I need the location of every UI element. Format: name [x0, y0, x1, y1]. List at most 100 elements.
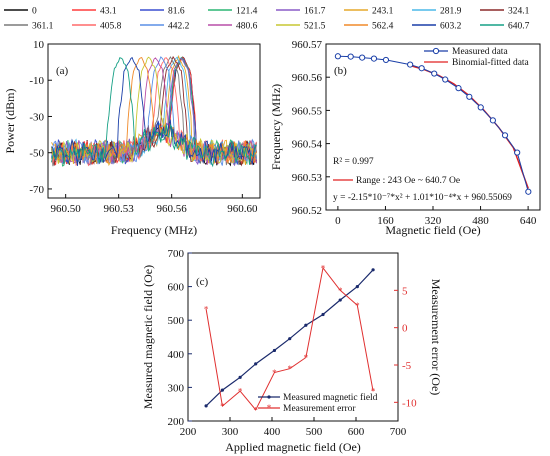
x-tick-label: 300 — [222, 426, 239, 438]
y-tick-label: 960.54 — [292, 139, 323, 151]
panel-a-ylabel: Power (dBm) — [3, 89, 17, 154]
y-tick-label: 10 — [33, 39, 45, 51]
measured-field-point — [338, 298, 342, 302]
panel-a: (a) Frequency (MHz) Power (dBm) 960.50 96… — [3, 39, 261, 237]
top-legend-label: 243.1 — [372, 7, 394, 17]
top-legend-label: 121.4 — [236, 7, 258, 17]
panel-b-r2: R² = 0.997 — [333, 157, 374, 167]
x-tick-label: 960.53 — [104, 203, 135, 215]
measured-point — [525, 188, 532, 195]
y2-tick-label: -5 — [402, 360, 412, 372]
spectrum-line — [51, 57, 257, 168]
x-tick-label: 320 — [425, 215, 442, 227]
error-point: * — [371, 387, 376, 397]
top-legend-label: 480.6 — [236, 22, 258, 32]
legend-measured-marker — [432, 47, 440, 55]
legend-error-marker: * — [267, 403, 272, 413]
legend-fitted-label: Binomial-fitted data — [452, 57, 530, 68]
x-tick-label: 960.56 — [157, 203, 188, 215]
legend-error-label: Measurement error — [283, 404, 356, 414]
measured-field-point — [304, 323, 308, 327]
measured-point — [347, 53, 354, 60]
error-point: * — [204, 305, 209, 315]
measured-point — [466, 93, 473, 100]
panel-c-label: (c) — [196, 276, 209, 288]
panel-b-yticks: 960.57 960.56 960.55 960.54 960.53 960.52 — [292, 39, 330, 217]
y-tick-label: -30 — [29, 111, 44, 123]
y-tick-label: -70 — [29, 184, 44, 196]
panel-c-xticks: 200 300 400 500 600 700 — [180, 417, 407, 438]
top-legend-label: 81.6 — [168, 7, 185, 17]
y-tick-label: 500 — [168, 315, 185, 327]
top-legend-label: 603.2 — [440, 22, 462, 32]
x-tick-label: 400 — [264, 426, 281, 438]
panel-b-xlabel: Magnetic field (Oe) — [385, 223, 480, 237]
top-legend-label: 161.7 — [304, 7, 326, 17]
measured-point — [418, 65, 425, 72]
top-legend-label: 324.1 — [508, 7, 530, 17]
panel-a-label: (a) — [56, 65, 69, 77]
error-point: * — [355, 301, 360, 311]
y-tick-label: -50 — [29, 148, 44, 160]
measured-field-point — [254, 362, 258, 366]
top-legend-label: 361.1 — [32, 22, 54, 32]
panel-b-plot-area — [334, 53, 532, 195]
panel-a-xlabel: Frequency (MHz) — [111, 223, 197, 237]
measured-point — [431, 70, 438, 77]
panel-c-plot-area: * * * * * * * * * * * — [204, 263, 376, 415]
measured-point — [501, 132, 509, 139]
y-tick-label: 600 — [168, 282, 185, 294]
measured-point — [334, 53, 341, 60]
error-point: * — [287, 364, 292, 374]
measured-point — [489, 117, 496, 124]
measured-field-point — [238, 375, 242, 379]
error-point: * — [253, 405, 258, 415]
panel-b-label: (b) — [334, 65, 347, 77]
measured-field-point — [321, 312, 325, 317]
y-tick-label: 960.55 — [292, 105, 323, 117]
error-point: * — [304, 353, 309, 363]
y-tick-label: 960.57 — [292, 39, 323, 51]
panel-a-xticks: 960.50 960.53 960.56 960.60 — [51, 194, 258, 215]
panel-a-frame — [47, 43, 261, 199]
measured-field-point — [220, 388, 224, 392]
panel-c: * * * * * * * * * * * (c) Measured magnetic field … — [141, 248, 443, 454]
measured-point — [359, 54, 366, 61]
top-legend-label: 521.5 — [304, 22, 326, 32]
top-legend-label: 281.9 — [440, 7, 462, 17]
x-tick-label: 0 — [335, 215, 341, 227]
error-point: * — [238, 387, 243, 397]
error-point: * — [321, 263, 326, 273]
x-tick-label: 600 — [348, 426, 365, 438]
x-tick-label: 500 — [306, 426, 323, 438]
panel-b-range: Range : 243 Oe ~ 640.7 Oe — [356, 176, 460, 186]
top-legend: 0 43.1 81.6 121.4 161.7 243.1 281.9 324.1 361.1 4… — [4, 7, 530, 32]
panel-c-ylabel: Measured magnetic field (Oe) — [141, 265, 155, 409]
y-tick-label: 400 — [168, 349, 185, 361]
y-tick-label: 200 — [168, 416, 185, 428]
x-tick-label: 160 — [377, 215, 394, 227]
panel-c-y2ticks: 5 0 -5 -10 — [394, 285, 417, 409]
y-tick-label: 700 — [168, 248, 185, 260]
y-tick-label: -10 — [29, 75, 44, 87]
y-tick-label: 960.56 — [292, 72, 323, 84]
spectrum-line — [51, 57, 257, 165]
x-tick-label: 960.60 — [227, 203, 258, 215]
panel-b-equation: y = -2.15*10⁻⁷*x² + 1.01*10⁻⁴*x + 960.55… — [333, 193, 512, 203]
x-tick-label: 200 — [180, 426, 197, 438]
top-legend-label: 405.8 — [100, 22, 122, 32]
x-tick-label: 960.50 — [51, 203, 82, 215]
measured-field-point — [288, 337, 292, 341]
y-tick-label: 960.53 — [292, 172, 323, 184]
error-line — [205, 266, 374, 411]
error-point: * — [338, 286, 343, 296]
error-point: * — [272, 368, 277, 378]
x-tick-label: 640 — [520, 215, 537, 227]
panel-c-yticks: 700 600 500 400 300 200 — [168, 248, 192, 428]
panel-c-y2label: Measurement error (Oe) — [429, 279, 443, 396]
measured-point — [477, 104, 484, 111]
legend-measured-field-label: Measured magnetic field — [283, 392, 378, 403]
panel-b: (b) Measured data Binomial-fitted data R… — [269, 39, 541, 237]
fitted-curve — [409, 64, 529, 189]
y-tick-label: 960.52 — [292, 205, 322, 217]
